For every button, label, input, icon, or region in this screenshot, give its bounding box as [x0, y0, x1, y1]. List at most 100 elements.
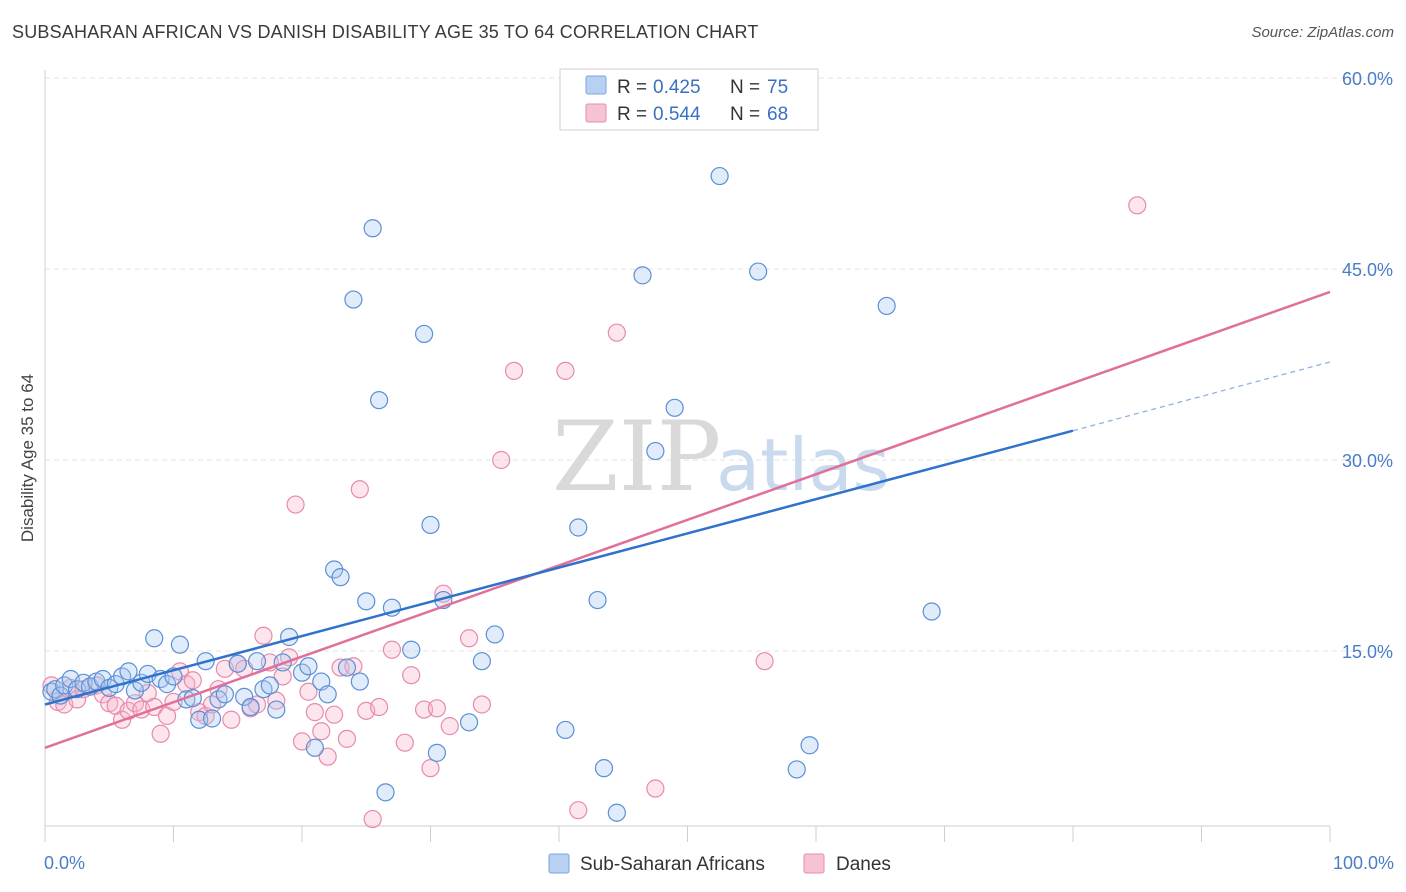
danes-point-61 — [492, 450, 511, 470]
chart-source: Source: ZipAtlas.com — [1251, 24, 1394, 41]
danes-point-45 — [337, 729, 357, 748]
subsaharan-point-71 — [787, 760, 806, 779]
legend-n-value-1: 75 — [767, 77, 788, 98]
danes-point-43 — [325, 705, 344, 724]
trend-line-subsaharan — [44, 429, 1074, 706]
subsaharan-point-74 — [922, 602, 941, 621]
subsaharan-point-58 — [459, 713, 479, 732]
danes-point-35 — [273, 667, 292, 686]
danes-point-60 — [472, 695, 491, 714]
subsaharan-point-64 — [594, 759, 614, 778]
danes-point-54 — [414, 700, 434, 719]
subsaharan-point-17 — [145, 629, 164, 648]
subsaharan-point-31 — [241, 697, 260, 717]
danes-point-51 — [382, 640, 402, 659]
legend-n-label-2: N = — [730, 104, 760, 125]
subsaharan-point-49 — [363, 219, 382, 238]
danes-point-40 — [305, 703, 324, 722]
trend-line-subsaharan-extension — [1072, 361, 1331, 432]
danes-point-49 — [363, 809, 382, 829]
danes-point-27 — [222, 710, 241, 729]
subsaharan-point-59 — [472, 652, 491, 671]
danes-point-47 — [350, 480, 369, 499]
series-legend-swatch-pink — [803, 853, 825, 874]
subsaharan-point-13 — [119, 662, 138, 681]
danes-point-58 — [440, 717, 459, 736]
watermark-zip: ZIP — [552, 401, 721, 513]
series-legend-label-subsaharan: Sub-Saharan Africans — [580, 854, 765, 875]
legend-n-value-2: 68 — [767, 104, 788, 125]
subsaharan-point-56 — [427, 743, 447, 762]
subsaharan-point-47 — [350, 672, 369, 691]
danes-point-66 — [646, 779, 665, 798]
subsaharan-point-48 — [357, 592, 376, 611]
legend-r-label-1: R = — [617, 77, 647, 98]
legend-r-value-1: 0.425 — [653, 77, 701, 98]
subsaharan-point-73 — [877, 296, 896, 316]
danes-point-65 — [607, 323, 626, 342]
trend-lines — [44, 290, 1331, 749]
subsaharan-point-62 — [569, 518, 588, 537]
subsaharan-point-54 — [414, 324, 434, 344]
danes-point-44 — [331, 658, 350, 677]
y-tick-label-15: 15.0% — [1342, 642, 1393, 662]
legend-swatch-blue — [585, 75, 607, 95]
x-axis-ticks — [44, 826, 1331, 842]
series-legend: Sub-Saharan Africans Danes — [548, 853, 891, 875]
danes-point-53 — [402, 666, 421, 685]
danes-point-59 — [459, 629, 479, 648]
danes-point-56 — [427, 699, 447, 718]
subsaharan-point-26 — [202, 709, 222, 728]
danes-point-32 — [254, 626, 273, 645]
subsaharan-point-32 — [247, 652, 267, 671]
subsaharan-point-40 — [305, 738, 324, 757]
danes-point-42 — [318, 747, 337, 766]
subsaharan-point-19 — [157, 675, 177, 694]
danes-point-68 — [1128, 196, 1147, 215]
subsaharan-point-24 — [190, 710, 209, 729]
subsaharan-point-51 — [376, 783, 395, 802]
danes-point-16 — [151, 724, 170, 743]
subsaharan-point-46 — [344, 290, 363, 309]
danes-point-52 — [395, 733, 414, 752]
subsaharan-point-44 — [331, 568, 350, 587]
danes-point-63 — [556, 361, 575, 380]
legend-n-label-1: N = — [730, 77, 760, 98]
trend-line-danes — [44, 290, 1331, 749]
danes-point-41 — [312, 722, 331, 741]
danes-point-62 — [504, 361, 524, 380]
subsaharan-point-63 — [588, 590, 607, 610]
x-tick-label-0: 0.0% — [44, 853, 85, 873]
subsaharan-point-55 — [421, 515, 440, 535]
y-tick-label-30: 30.0% — [1342, 451, 1393, 471]
danes-point-64 — [569, 801, 588, 820]
y-tick-label-60: 60.0% — [1342, 69, 1393, 89]
subsaharan-point-53 — [402, 640, 421, 659]
correlation-legend: R = 0.425 N = 75 R = 0.544 N = 68 — [559, 68, 819, 131]
danes-point-55 — [421, 759, 440, 778]
subsaharan-point-39 — [299, 657, 318, 676]
subsaharan-point-42 — [318, 685, 337, 704]
danes-point-37 — [286, 495, 305, 514]
y-tick-labels: 15.0% 30.0% 45.0% 60.0% — [1342, 69, 1393, 662]
chart-title: SUBSAHARAN AFRICAN VS DANISH DISABILITY … — [12, 22, 759, 42]
subsaharan-point-70 — [749, 262, 768, 281]
subsaharan-point-34 — [260, 676, 279, 695]
danes-point-46 — [344, 657, 363, 676]
subsaharan-point-45 — [337, 658, 357, 677]
subsaharan-point-35 — [267, 700, 286, 719]
danes-point-67 — [755, 652, 774, 671]
series-legend-label-danes: Danes — [836, 854, 891, 875]
subsaharan-point-69 — [710, 166, 729, 186]
series-legend-swatch-blue — [548, 853, 570, 874]
subsaharan-point-29 — [228, 654, 247, 673]
subsaharan-point-60 — [485, 625, 504, 644]
danes-point-39 — [299, 682, 318, 701]
subsaharan-point-61 — [556, 720, 575, 740]
y-axis-label: Disability Age 35 to 64 — [18, 374, 37, 542]
subsaharan-point-50 — [370, 391, 389, 410]
gridlines — [45, 77, 1394, 652]
subsaharan-point-66 — [633, 266, 652, 285]
watermark-atlas: atlas — [716, 423, 890, 507]
